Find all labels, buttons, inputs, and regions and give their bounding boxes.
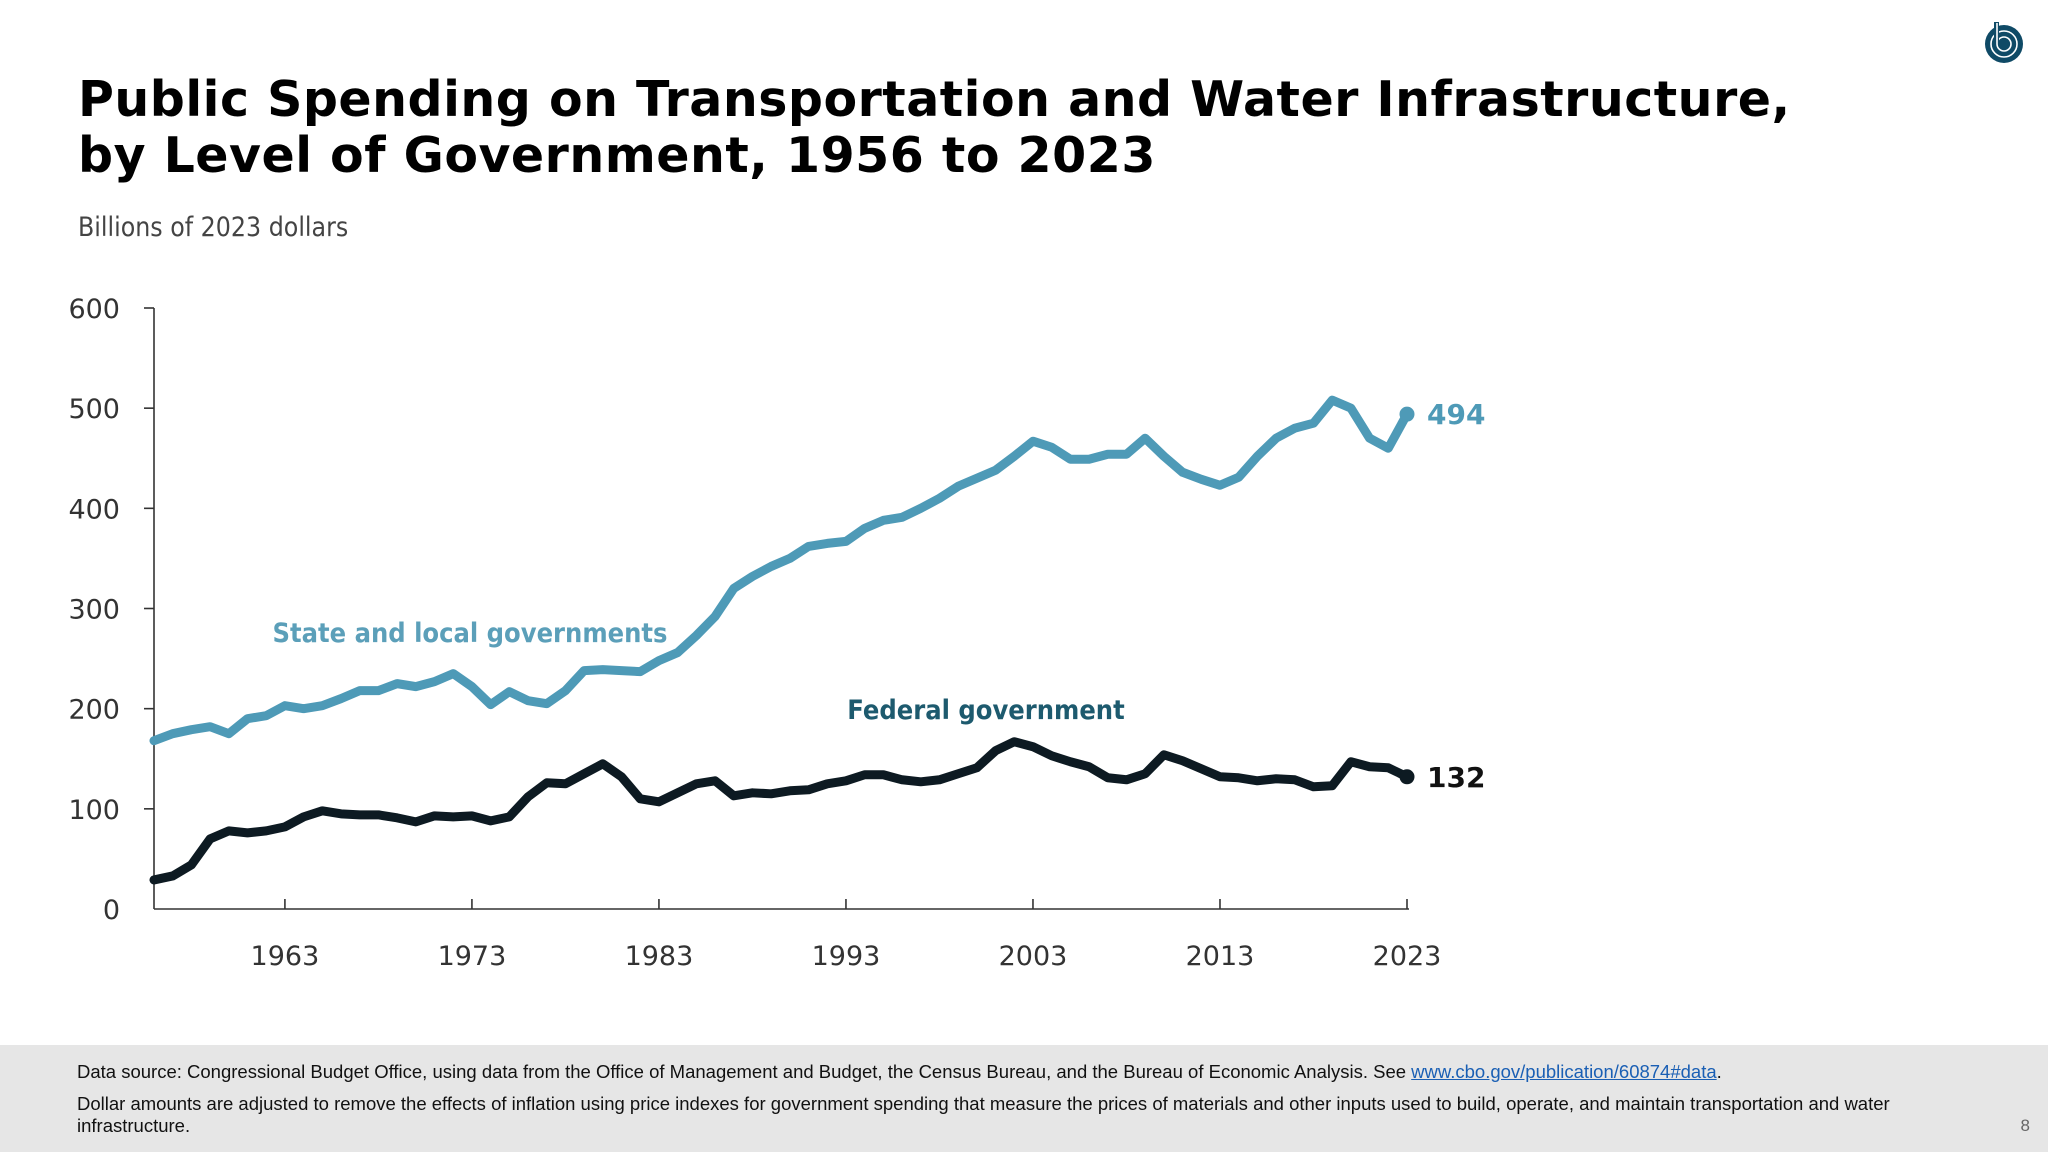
x-tick-label: 1983 (625, 941, 694, 972)
x-tick-label: 1993 (812, 941, 881, 972)
page-number: 8 (2020, 1116, 2030, 1135)
footer (0, 1045, 2048, 1152)
end-point-marker (1399, 406, 1415, 422)
title-line-2: by Level of Government, 1956 to 2023 (78, 127, 1156, 184)
y-tick-label: 200 (68, 695, 120, 726)
x-tick-label: 1963 (251, 941, 320, 972)
source-link[interactable]: www.cbo.gov/publication/60874#data (1411, 1061, 1717, 1082)
end-value-label: 132 (1427, 761, 1485, 794)
series-line-federal (149, 737, 1412, 885)
y-tick-label: 600 (68, 294, 120, 325)
y-tick-label: 0 (103, 895, 120, 926)
x-tick-label: 2013 (1186, 941, 1255, 972)
inflation-note: Dollar amounts are adjusted to remove th… (77, 1093, 1890, 1136)
y-tick-label: 400 (68, 494, 120, 525)
units-label: Billions of 2023 dollars (78, 212, 349, 243)
source-text: Data source: Congressional Budget Office… (77, 1061, 1412, 1082)
page-title: Public Spending on Transportation and Wa… (78, 72, 1791, 184)
y-tick-label: 100 (68, 795, 120, 826)
y-tick-label: 500 (68, 394, 120, 425)
end-point-marker (1399, 769, 1415, 785)
line-chart: 0 100 200 300 400 500 600 1963 1973 1983 1993 2003 2… (68, 294, 1485, 972)
end-value-label: 494 (1427, 398, 1485, 431)
series-label: Federal government (847, 695, 1124, 727)
title-line-1: Public Spending on Transportation and Wa… (78, 71, 1791, 128)
data-source-note: Data source: Congressional Budget Office… (77, 1061, 1937, 1083)
series-line-state-local (149, 395, 1412, 746)
cbo-logo-icon (1985, 22, 2023, 63)
x-tick-label: 2003 (999, 941, 1068, 972)
x-tick-label: 1973 (438, 941, 507, 972)
series-label: State and local governments (273, 618, 668, 650)
y-tick-label: 300 (68, 595, 120, 626)
source-end: . (1716, 1061, 1722, 1082)
x-tick-label: 2023 (1373, 941, 1442, 972)
